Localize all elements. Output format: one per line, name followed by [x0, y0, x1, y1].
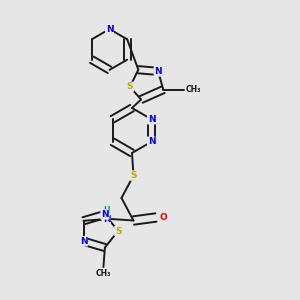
Text: N: N — [148, 115, 155, 124]
Text: CH₃: CH₃ — [96, 268, 111, 278]
Text: S: S — [127, 82, 133, 91]
Text: CH₃: CH₃ — [186, 85, 201, 94]
Text: N: N — [154, 67, 162, 76]
Text: N: N — [101, 210, 109, 219]
Text: N: N — [148, 137, 155, 146]
Text: N: N — [103, 214, 110, 224]
Text: S: S — [115, 226, 122, 236]
Text: O: O — [159, 213, 167, 222]
Text: H: H — [103, 206, 110, 215]
Text: S: S — [130, 171, 137, 180]
Text: N: N — [80, 237, 87, 246]
Text: N: N — [106, 25, 113, 34]
